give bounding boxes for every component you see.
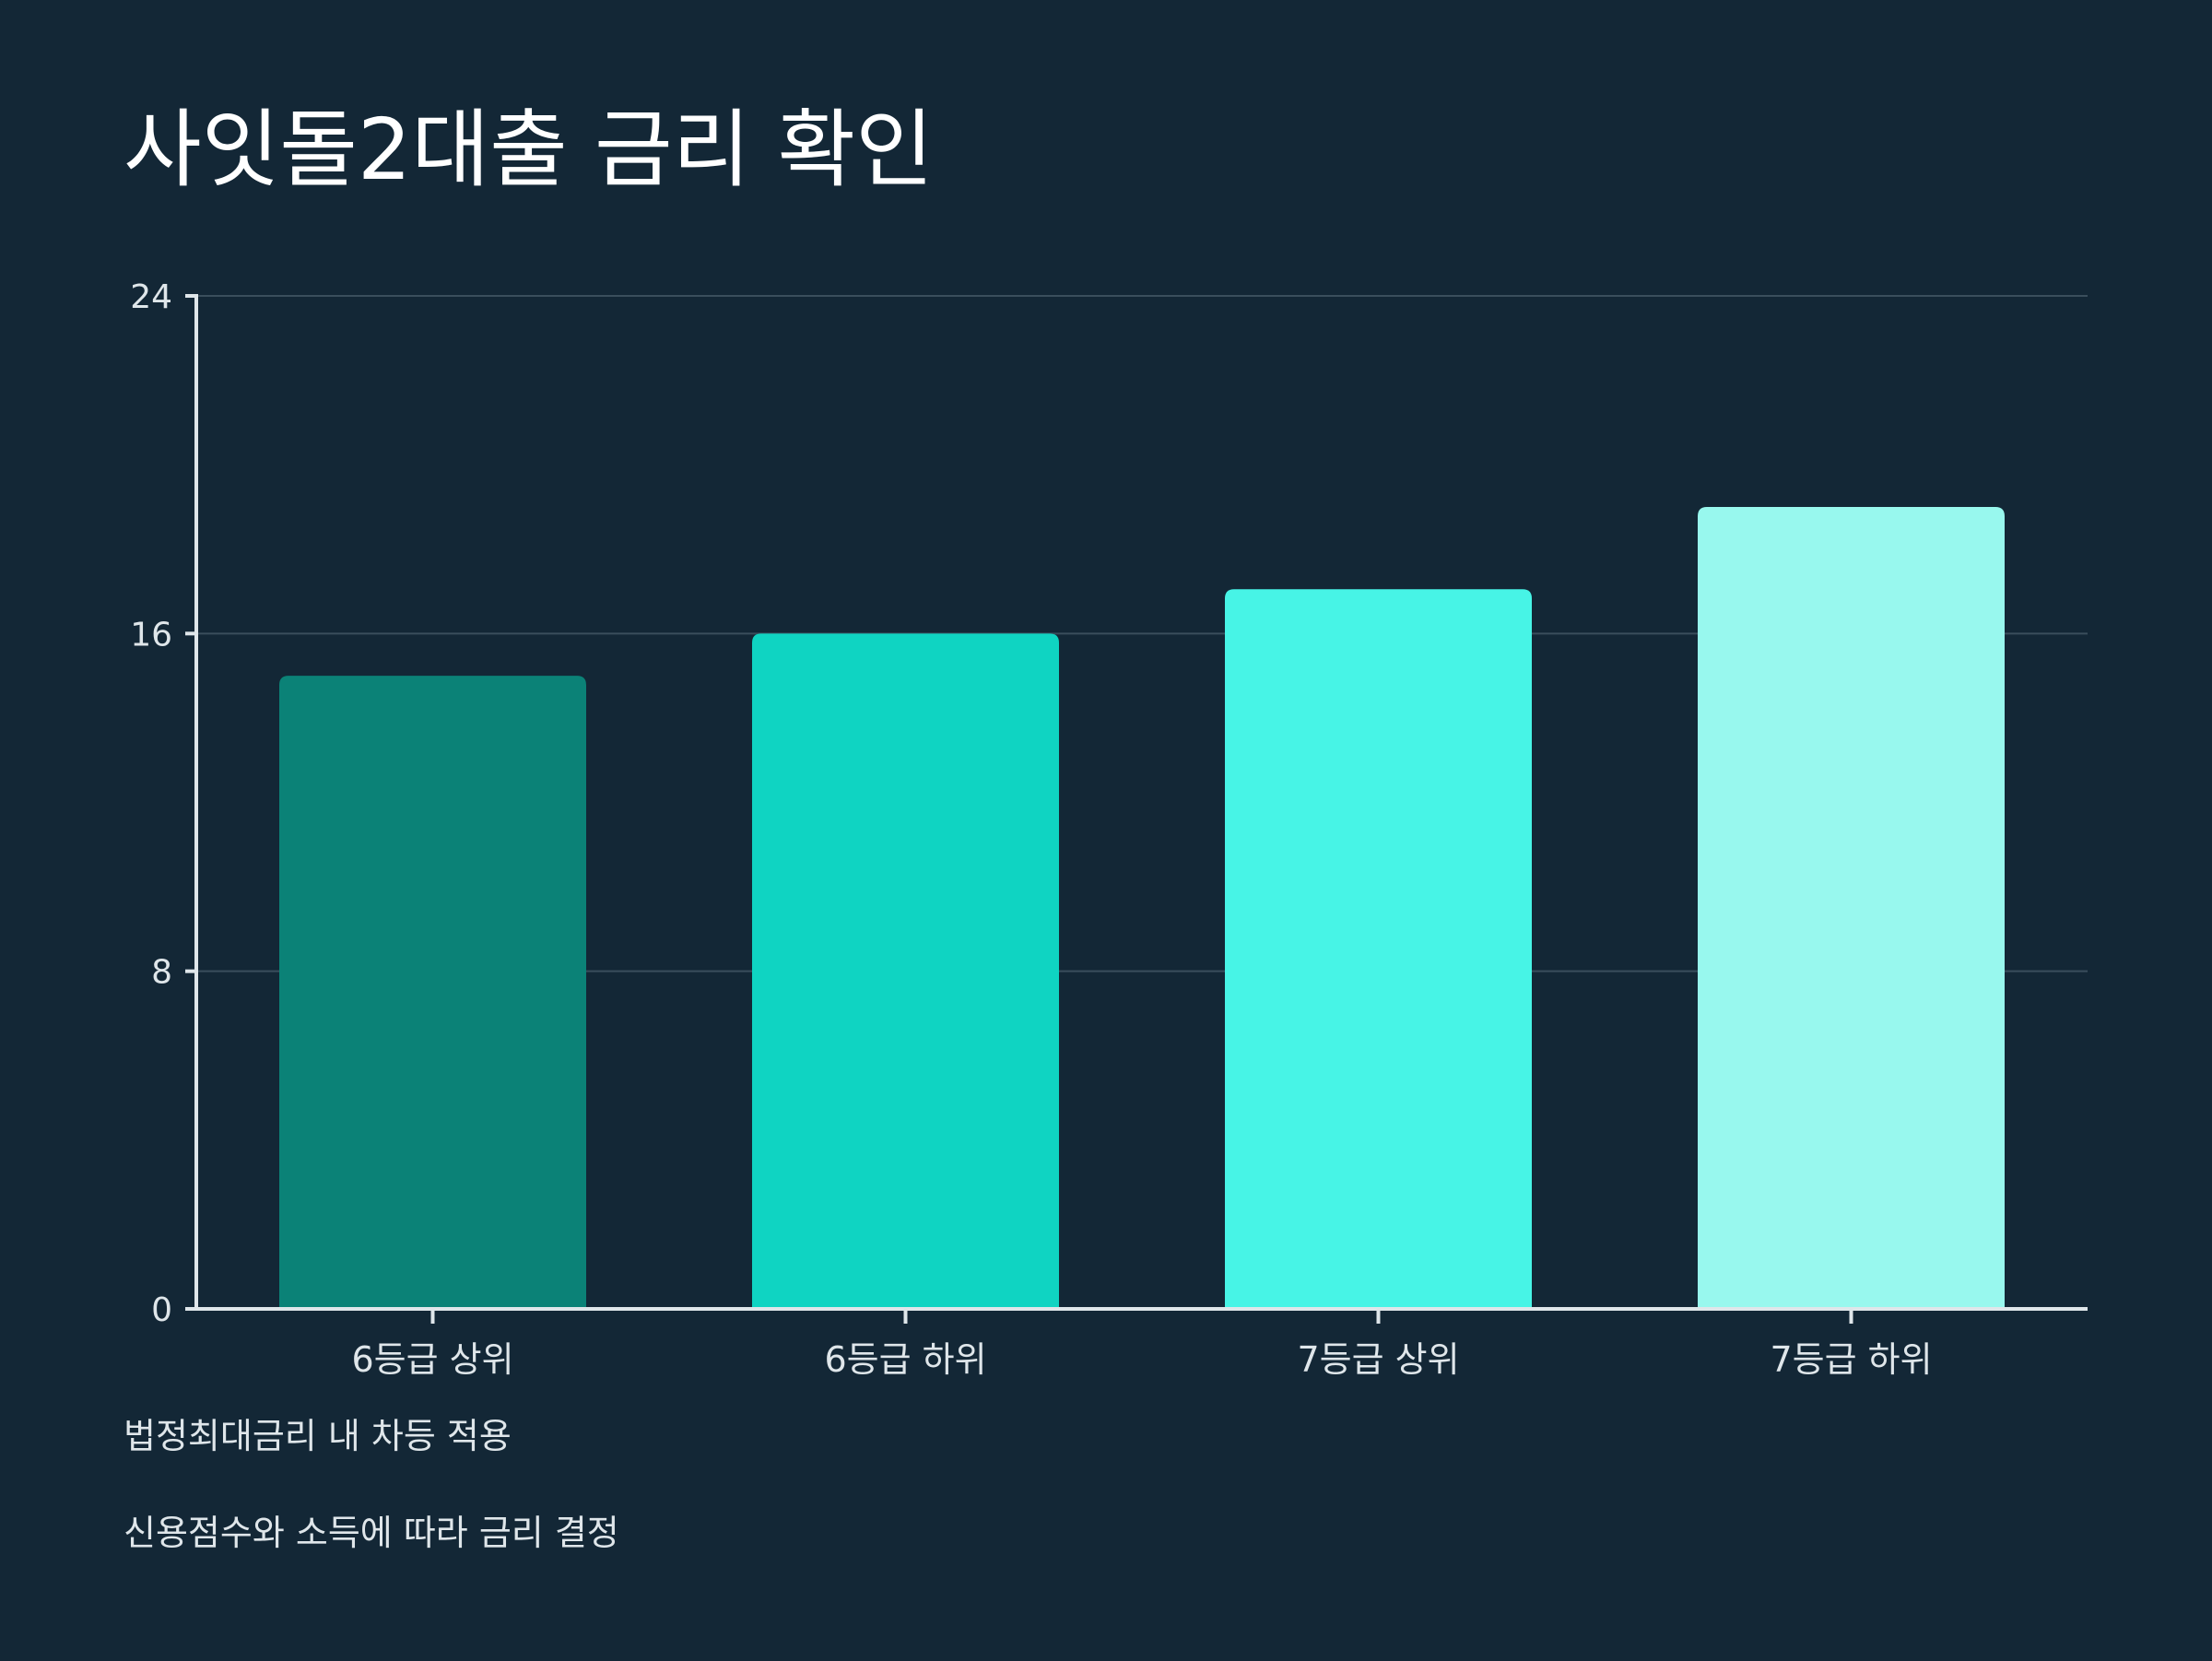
x-tick-label: 7등급 하위: [1770, 1339, 1932, 1380]
bar-4: [1698, 506, 2005, 1309]
y-tick-label: 0: [151, 1291, 172, 1329]
y-tick-label: 8: [151, 954, 172, 992]
bars: [279, 506, 2005, 1309]
chart-title: 사잇돌2대출 금리 확인: [124, 100, 934, 199]
footnote-max-rate: 법정최대금리 내 차등 적용: [124, 1416, 512, 1456]
bar-3: [1225, 589, 1532, 1309]
x-tick-label: 7등급 상위: [1297, 1339, 1459, 1380]
y-tick-label: 16: [130, 616, 172, 654]
x-tick-label: 6등급 상위: [351, 1339, 513, 1380]
axes: [185, 294, 2088, 1324]
tick-labels: 0 8 16 24 6등급 상위 6등급 하위 7등급 상위 7등급 하위: [130, 278, 1932, 1380]
x-tick-label: 6등급 하위: [824, 1339, 986, 1380]
y-tick-label: 24: [130, 278, 172, 316]
footnote-rate-basis: 신용점수와 소득에 따라 금리 결정: [124, 1513, 619, 1553]
bar-2: [752, 633, 1059, 1309]
bar-1: [279, 676, 586, 1309]
